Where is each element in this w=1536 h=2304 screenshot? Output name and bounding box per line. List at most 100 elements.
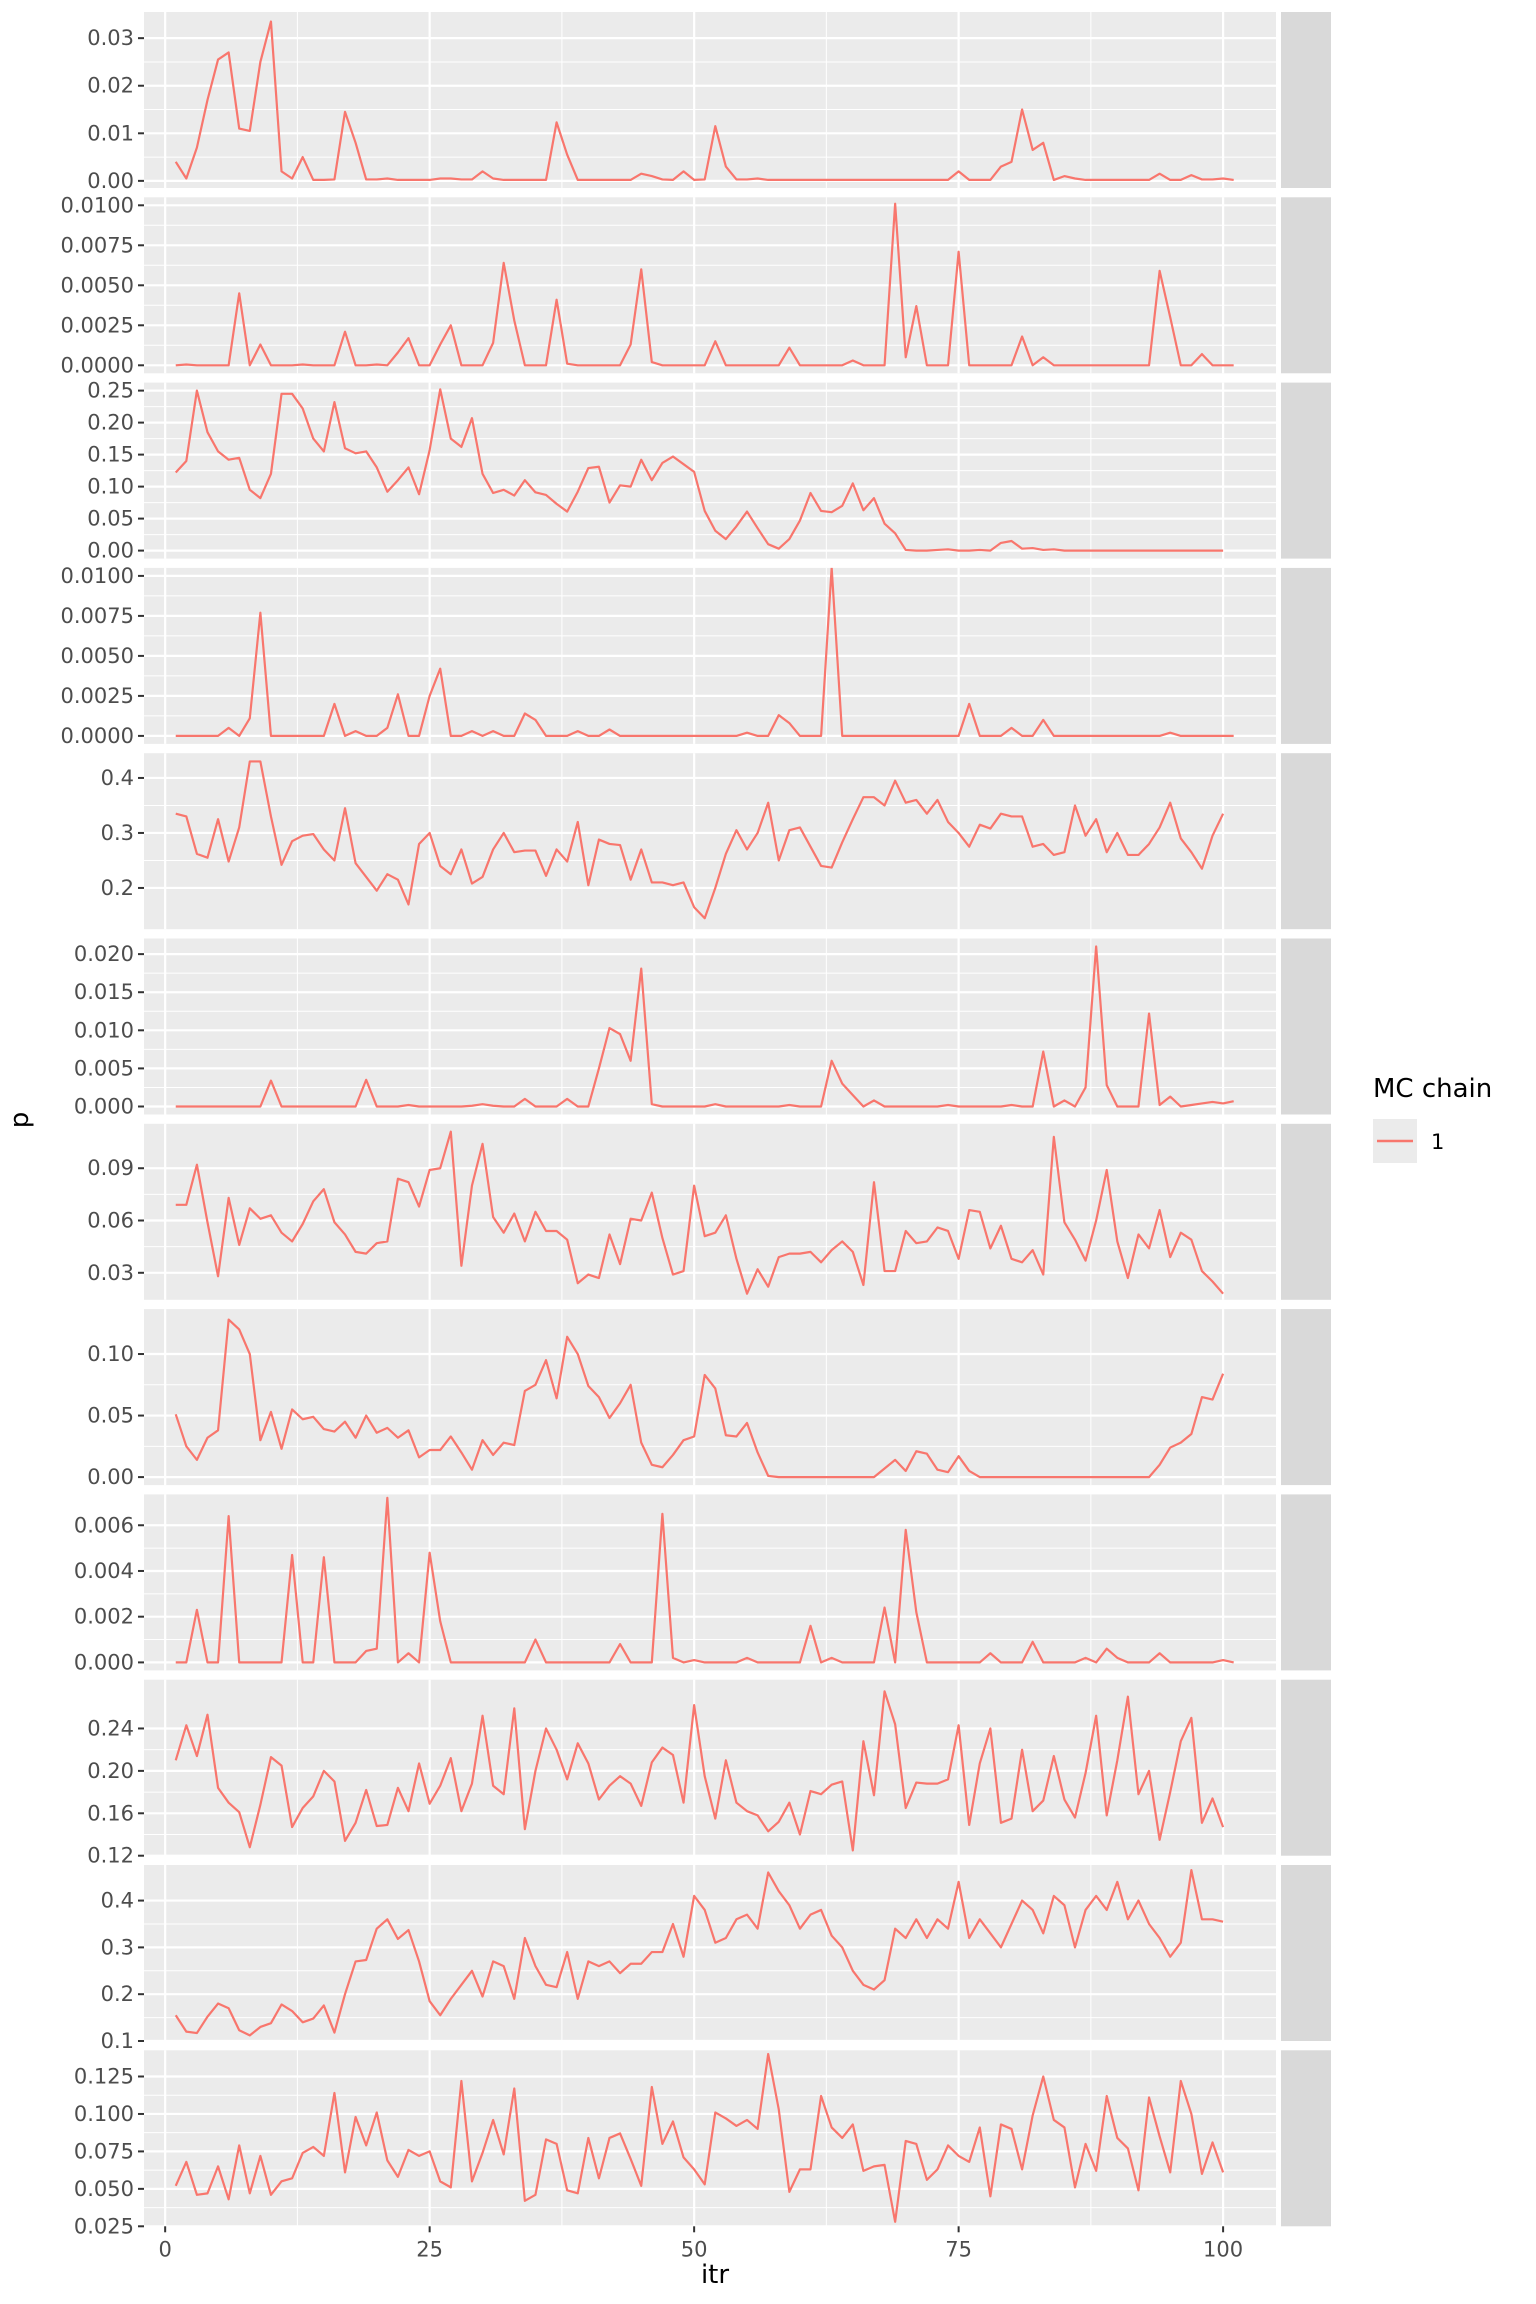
y-tick-label: 0.010 [74,1018,134,1042]
y-tick-label: 0.002 [74,1605,134,1629]
facet-panel: 0.000.010.020.03Northeast Gulf of Alaska [87,12,1331,193]
facet-panel: 0.20.30.4Northwest Gulf of Alaska [101,753,1331,930]
panel-background [144,1494,1276,1671]
panel-background [144,1679,1276,1856]
series-line [175,945,1234,1108]
y-tick-label: 0.0100 [61,193,134,217]
panel-background [144,938,1276,1115]
facet-panel: 0.030.060.09Russia [87,1123,1331,1300]
series-line [174,20,1234,182]
series-line [174,1318,1225,1479]
y-tick-label: 0.0050 [61,273,134,297]
y-tick-label: 0.20 [87,1759,134,1783]
facet-panel: 0.120.160.200.24Upper Yukon [87,1679,1331,1868]
y-tick-label: 0.05 [87,1404,134,1428]
x-tick-label: 25 [416,2237,443,2261]
y-tick-label: 0.0025 [61,684,134,708]
y-tick-label: 0.16 [87,1801,134,1825]
y-tick-label: 0.10 [87,475,134,499]
facet-panel: 0.000.050.10North Alaska Peninsula [87,1309,1331,1489]
y-tick-label: 0.00 [87,539,134,563]
y-tick-label: 0.4 [101,766,134,790]
y-tick-label: 0.015 [74,980,134,1004]
series-line [174,2052,1225,2223]
x-tick-label: 50 [681,2237,708,2261]
facet-strip [1281,1309,1331,1486]
panel-background [144,12,1276,188]
y-tick-label: 0.4 [101,1889,134,1913]
y-tick-label: 0.12 [87,1844,134,1868]
facet-strip [1281,197,1331,374]
facet-strip [1281,753,1331,930]
series-line [175,760,1225,920]
y-tick-label: 0.006 [74,1513,134,1537]
x-tick-label: 100 [1203,2237,1243,2261]
legend-title: MC chain [1373,1074,1492,1104]
series-line [175,1496,1234,1664]
series-line [175,567,1234,738]
y-tick-label: 0.15 [87,443,134,467]
y-tick-label: 0.03 [87,1261,134,1285]
legend: MC chain 1 [1373,1074,1492,1163]
facet-strip [1281,938,1331,1115]
y-tick-label: 0.2 [101,876,134,900]
facet-panel: 0.10.20.30.4Lower Yukon [101,1865,1331,2053]
y-tick-label: 0.3 [101,821,134,845]
x-axis-title: itr [701,2260,729,2290]
y-tick-label: 0.0050 [61,644,134,668]
panel-background [144,2050,1276,2227]
y-tick-label: 0.05 [87,507,134,531]
x-tick-label: 0 [158,2237,171,2261]
y-tick-label: 0.0075 [61,233,134,257]
facet-panels: 0.000.010.020.03Northeast Gulf of Alaska… [61,12,1331,2238]
panel-background [144,1309,1276,1486]
y-tick-label: 0.10 [87,1342,134,1366]
series-line [174,388,1224,552]
y-tick-label: 0.0100 [61,564,134,588]
series-line [174,1869,1224,2037]
panel-background [144,1865,1276,2041]
y-tick-label: 0.20 [87,411,134,435]
y-tick-label: 0.000 [74,1095,134,1119]
panel-background [144,1123,1276,1300]
facet-strip [1281,382,1331,559]
x-axis: 0 25 50 75 100 [158,2226,1243,2261]
y-tick-label: 0.125 [74,2065,134,2089]
y-tick-label: 0.00 [87,1465,134,1489]
y-tick-label: 0.025 [74,2214,134,2238]
y-tick-label: 0.01 [87,121,134,145]
facet-strip [1281,567,1331,744]
y-tick-label: 0.00 [87,169,134,193]
facet-strip [1281,12,1331,188]
y-tick-label: 0.020 [74,942,134,966]
y-tick-label: 0.0000 [61,724,134,748]
y-tick-label: 0.075 [74,2139,134,2163]
y-tick-label: 0.0075 [61,604,134,628]
facet-strip [1281,1123,1331,1300]
y-tick-label: 0.1 [101,2029,134,2053]
y-tick-label: 0.000 [74,1650,134,1674]
y-tick-label: 0.050 [74,2177,134,2201]
facet-strip [1281,1494,1331,1671]
y-tick-label: 0.06 [87,1209,134,1233]
series-line [175,1130,1224,1295]
y-tick-label: 0.03 [87,26,134,50]
y-tick-label: 0.004 [74,1559,134,1583]
y-tick-label: 0.0000 [61,353,134,377]
y-tick-label: 0.005 [74,1056,134,1080]
y-axis-title: p [5,1112,35,1129]
facet-strip [1281,1865,1331,2041]
facet-strip [1281,2050,1331,2227]
legend-entry-label: 1 [1431,1130,1444,1154]
y-tick-label: 0.09 [87,1156,134,1180]
y-tick-label: 0.02 [87,74,134,98]
y-tick-label: 0.2 [101,1982,134,2006]
facet-strip [1281,1679,1331,1856]
y-tick-label: 0.25 [87,379,134,403]
